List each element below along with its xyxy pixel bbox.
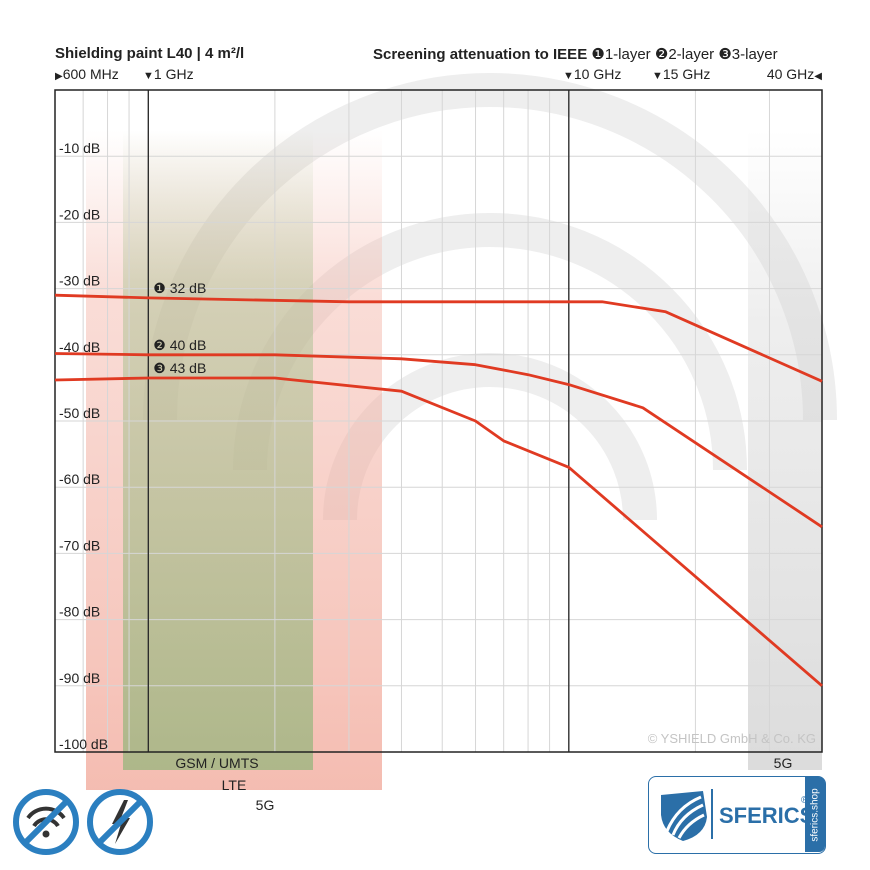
band-gsm-lte: [123, 130, 313, 770]
no-wifi-icon: [13, 789, 79, 855]
legend-1-layer: ❶1-layer: [591, 46, 654, 63]
legend-2-label: 2-layer: [668, 46, 715, 63]
subtitle-text: Screening attenuation to IEEE: [373, 46, 588, 63]
legend-2-symbol: ❷: [654, 46, 669, 63]
y-tick-label: -20 dB: [59, 206, 100, 222]
series-line-2-layer: [54, 352, 823, 529]
series-label-1-layer: ❶ 32 dB: [153, 280, 206, 296]
chart-grid: [54, 90, 822, 753]
y-tick-label: -30 dB: [59, 273, 100, 289]
legend-1-label: 1-layer: [604, 46, 651, 63]
logo-registered-mark: ®: [801, 795, 808, 806]
band-label-lte: LTE: [222, 777, 247, 793]
chart-subtitle: Screening attenuation to IEEE ❶1-layer ❷…: [373, 45, 778, 63]
logo-side-text: sferics.shop: [809, 787, 821, 842]
y-tick-label: -100 dB: [59, 736, 108, 752]
series-label-3-layer: ❸ 43 dB: [153, 360, 206, 376]
legend-2-layer: ❷2-layer: [655, 46, 718, 63]
logo-side-band: sferics.shop: [805, 777, 825, 852]
sferics-logo[interactable]: SFERICS ® sferics.shop: [648, 776, 826, 854]
plot-frame: [54, 89, 823, 753]
y-tick-label: -90 dB: [59, 670, 100, 686]
freq-15ghz-label: 15 GHz: [662, 66, 711, 82]
chart-title: Shielding paint L40 | 4 m²/l: [55, 45, 245, 62]
y-tick-label: -70 dB: [59, 537, 100, 553]
shield-logo-icon: [661, 791, 707, 841]
legend-1-symbol: ❶: [591, 46, 605, 63]
y-tick-label: -10 dB: [59, 140, 100, 156]
band-label-5g-low: 5G: [256, 797, 275, 813]
band-label-gsm-umts: GSM / UMTS: [175, 755, 258, 771]
y-tick-label: -50 dB: [59, 405, 100, 421]
freq-marker-15ghz: ▼15 GHz: [652, 66, 710, 82]
chart-series: ❶ 32 dB ❷ 40 dB ❸ 43 dB: [54, 280, 823, 687]
triangle-down-icon: ▼: [143, 70, 154, 82]
triangle-down-icon: ▼: [563, 70, 574, 82]
no-electric-icon: [87, 789, 153, 855]
freq-marker-1ghz: ▼1 GHz: [143, 66, 194, 82]
freq-10ghz-label: 10 GHz: [573, 66, 622, 82]
freq-1ghz-label: 1 GHz: [153, 66, 194, 82]
series-label-2-layer: ❷ 40 dB: [153, 337, 206, 353]
triangle-left-icon: ◀: [814, 71, 822, 82]
freq-marker-10ghz: ▼10 GHz: [563, 66, 621, 82]
band-5g-high: [748, 130, 822, 770]
band-label-5g-high: 5G: [774, 755, 793, 771]
logo-wordmark: SFERICS: [719, 803, 815, 828]
series-line-1-layer: [54, 293, 823, 383]
frequency-marker-lines: [147, 90, 570, 752]
triangle-right-icon: ▶: [55, 71, 63, 82]
legend-3-label: 3-layer: [731, 46, 778, 63]
legend-3-symbol: ❸: [718, 46, 732, 63]
y-axis-labels: -10 dB -20 dB -30 dB -40 dB -50 dB -60 dB -70 …: [59, 140, 108, 752]
y-tick-label: -40 dB: [59, 339, 100, 355]
triangle-down-icon: ▼: [652, 70, 663, 82]
freq-marker-start: ▶600 MHz: [55, 66, 119, 82]
series-line-3-layer: [54, 376, 823, 687]
freq-end-label: 40 GHz: [766, 66, 815, 82]
y-tick-label: -80 dB: [59, 604, 100, 620]
freq-marker-end: 40 GHz◀: [767, 66, 822, 82]
logo-divider: [711, 789, 713, 839]
y-tick-label: -60 dB: [59, 471, 100, 487]
legend-3-layer: ❸3-layer: [718, 46, 777, 63]
copyright-text: © YSHIELD GmbH & Co. KG: [648, 731, 816, 746]
freq-start-label: 600 MHz: [62, 66, 119, 82]
